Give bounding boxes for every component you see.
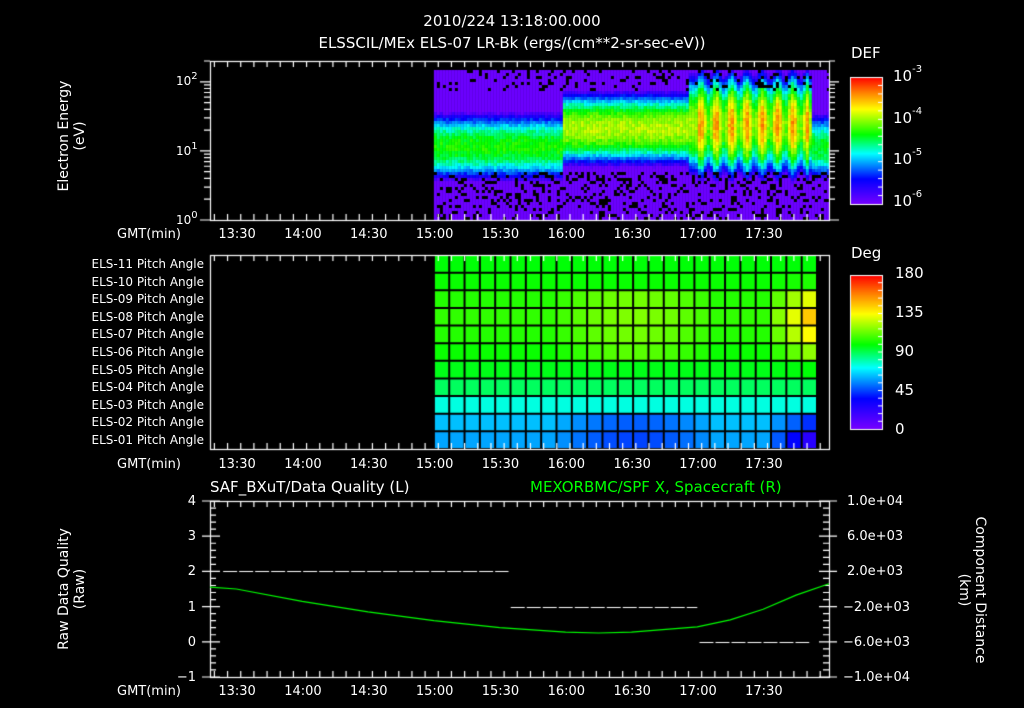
pitch-angle-row-label: ELS-11 Pitch Angle [91,257,204,271]
pitch-angle-row-label: ELS-05 Pitch Angle [91,362,204,377]
deg-colorbar-tick: 180 [895,264,924,282]
def-colorbar-tick: 10-3 [893,64,923,85]
time-tick-label: 17:00 [679,684,717,699]
time-axis-label: GMT(min) [117,684,181,699]
pitch-angle-row-label: ELS-07 Pitch Angle [91,327,204,342]
component-distance-axis-label-line1: Component Distance [972,516,988,664]
pitch-angle-row-label: ELS-02 Pitch Angle [91,415,204,430]
data-quality-axis-label: Raw Data Quality (Raw) [56,514,88,664]
distance-tick: 2.0e+03 [847,564,904,580]
time-tick-label: 15:00 [415,684,454,699]
deg-colorbar-tick: 90 [895,342,915,360]
energy-axis-label-line1: Electron Energy [56,80,72,192]
time-tick-label: 17:00 [679,457,717,472]
time-tick-label: 16:00 [547,684,586,699]
time-tick-label: 17:30 [745,457,783,472]
data-quality-tick: 4 [187,494,196,509]
time-tick-label: 14:30 [350,457,388,472]
time-tick-label: 14:00 [284,457,322,472]
time-tick-label: 15:00 [415,227,454,242]
time-axis-label: GMT(min) [117,457,181,472]
pitch-angle-row-label: ELS-09 Pitch Angle [91,292,204,307]
time-tick-label: 15:00 [415,457,454,472]
energy-tick-10: 101 [176,141,198,158]
time-tick-label: 16:30 [613,684,651,699]
distance-tick: −1.0e+04 [843,670,910,685]
distance-tick: −2.0e+03 [843,599,910,615]
time-tick-label: 17:30 [745,227,783,242]
time-tick-label: 16:30 [613,457,651,472]
energy-tick-1: 100 [176,210,198,227]
deg-colorbar-tick: 135 [895,303,924,321]
time-tick-label: 17:30 [745,684,783,699]
time-tick-label: 17:00 [679,227,717,242]
time-tick-label: 16:30 [613,227,651,242]
energy-axis-label-line2: (eV) [72,121,88,151]
deg-colorbar-tick: 45 [895,381,915,399]
energy-tick-100: 102 [176,71,198,88]
data-quality-tick: −1 [176,670,196,685]
time-tick-label: 14:30 [350,684,388,699]
time-tick-label: 16:00 [547,457,586,472]
def-colorbar-title: DEF [851,44,881,62]
time-tick-label: 15:30 [481,227,520,242]
pitch-angle-row-label: ELS-08 Pitch Angle [91,309,204,324]
def-colorbar-tick: 10-4 [893,106,923,127]
time-tick-label: 14:00 [284,227,322,242]
spacecraft-x-title: MEXORBMC/SPF X, Spacecraft (R) [530,478,782,496]
data-quality-tick: 2 [187,564,196,580]
distance-tick: 1.0e+04 [847,494,904,509]
def-colorbar-tick: 10-5 [893,147,923,168]
def-colorbar-tick: 10-6 [893,189,923,210]
data-quality-tick: 0 [187,634,196,650]
data-quality-axis-label-line1: Raw Data Quality [56,528,72,650]
data-quality-tick: 1 [187,599,196,615]
time-tick-label: 13:30 [218,684,256,699]
data-quality-axis-label-line2: (Raw) [72,568,88,610]
time-tick-label: 13:30 [218,457,256,472]
pitch-angle-row-label: ELS-01 Pitch Angle [91,433,204,447]
deg-colorbar-tick: 0 [895,420,905,438]
time-tick-label: 15:30 [481,457,520,472]
pitch-angle-row-label: ELS-03 Pitch Angle [91,397,204,412]
pitch-angle-row-label: ELS-10 Pitch Angle [91,274,204,289]
distance-tick: −6.0e+03 [843,634,910,650]
component-distance-axis-label-line2: (km) [956,573,972,607]
time-tick-label: 15:30 [481,684,520,699]
time-tick-label: 16:00 [547,227,586,242]
deg-colorbar-title: Deg [851,244,882,262]
time-axis-label: GMT(min) [117,227,181,242]
energy-axis-label: Electron Energy (eV) [56,66,88,206]
data-quality-tick: 3 [187,529,196,545]
data-quality-title: SAF_BXuT/Data Quality (L) [210,478,410,496]
distance-tick: 6.0e+03 [847,529,904,545]
pitch-angle-row-label: ELS-06 Pitch Angle [91,345,204,359]
time-tick-label: 14:30 [350,227,388,242]
component-distance-axis-label: Component Distance (km) [956,502,988,678]
time-tick-label: 14:00 [284,684,322,699]
pitch-angle-row-label: ELS-04 Pitch Angle [91,380,204,395]
time-tick-label: 13:30 [218,227,256,242]
